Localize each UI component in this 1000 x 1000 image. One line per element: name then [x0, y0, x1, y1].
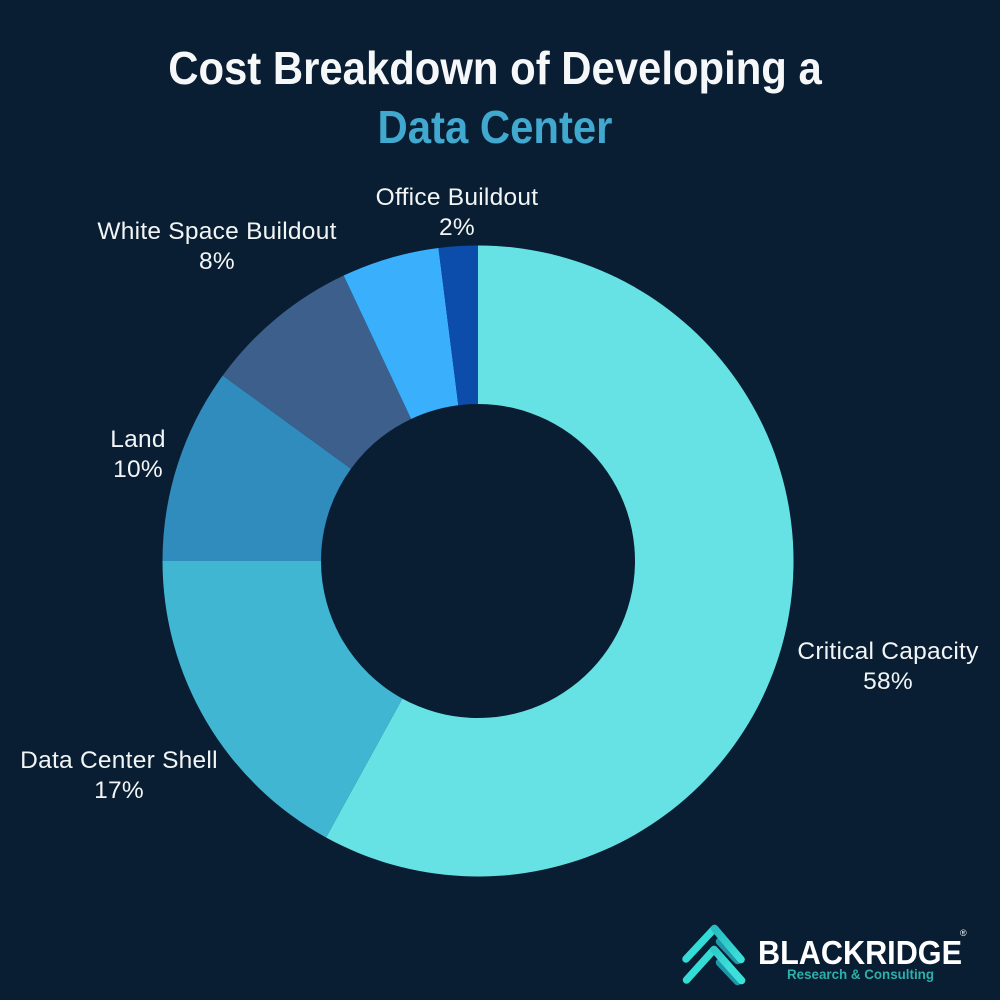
- svg-text:Research & Consulting: Research & Consulting: [787, 967, 934, 982]
- svg-text:BLACKRIDGE: BLACKRIDGE: [758, 935, 962, 972]
- svg-text:®: ®: [960, 928, 967, 938]
